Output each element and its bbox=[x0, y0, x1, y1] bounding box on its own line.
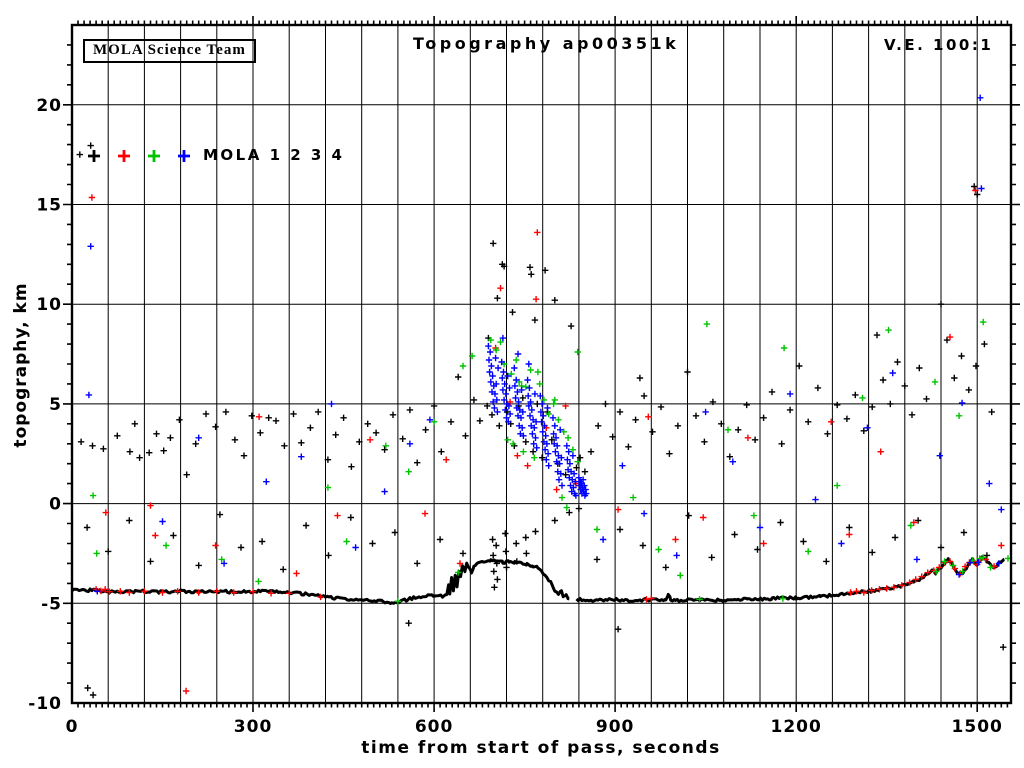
y-tick-label: 20 bbox=[36, 96, 62, 116]
ground-track-segment bbox=[575, 555, 1006, 604]
y-tick-label: 10 bbox=[36, 295, 62, 315]
legend-marker-mola-1 bbox=[88, 150, 100, 162]
y-tick-label: 0 bbox=[49, 495, 62, 515]
y-axis-title: topography, km bbox=[11, 282, 31, 448]
y-tick-label: 15 bbox=[36, 195, 62, 215]
legend-marker-mola-3 bbox=[148, 150, 160, 162]
plot-title: Topography ap00351k bbox=[413, 34, 680, 53]
x-axis-title: time from start of pass, seconds bbox=[361, 738, 721, 758]
grid-lines bbox=[72, 25, 1011, 703]
y-tick-label: 5 bbox=[49, 395, 62, 415]
x-tick-label: 0 bbox=[66, 717, 79, 737]
axis-ticks bbox=[63, 16, 1020, 712]
legend-marker-mola-2 bbox=[118, 150, 130, 162]
series-points-1 bbox=[76, 142, 1007, 699]
x-tick-label: 900 bbox=[596, 717, 635, 737]
vertical-exaggeration-label: V.E. 100:1 bbox=[884, 36, 994, 54]
science-team-box: MOLA Science Team bbox=[83, 39, 256, 63]
x-tick-label: 600 bbox=[415, 717, 454, 737]
plot-frame bbox=[70, 23, 1013, 705]
x-tick-label: 1500 bbox=[952, 717, 1003, 737]
series-points-3 bbox=[89, 318, 1012, 605]
y-tick-label: -10 bbox=[28, 694, 62, 714]
legend-marker-mola-4 bbox=[178, 150, 190, 162]
series-points-4 bbox=[85, 94, 1005, 595]
x-tick-label: 1200 bbox=[771, 717, 822, 737]
y-tick-label: -5 bbox=[41, 594, 62, 614]
legend-label: MOLA 1 2 3 4 bbox=[203, 146, 345, 164]
x-tick-label: 300 bbox=[234, 717, 273, 737]
